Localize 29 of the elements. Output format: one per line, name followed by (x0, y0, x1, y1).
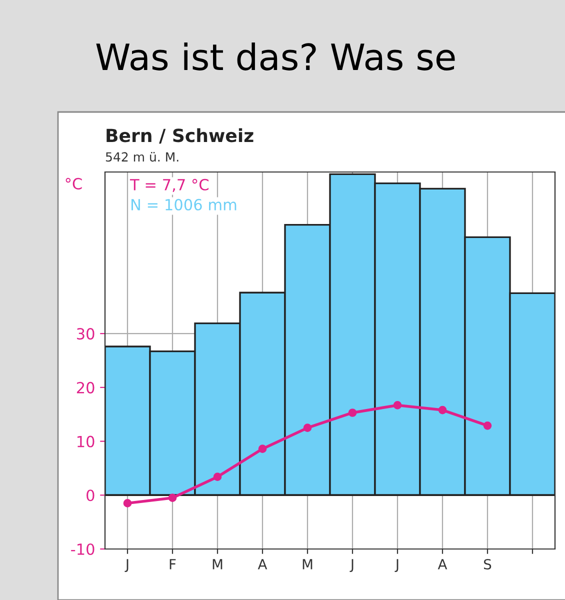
y-tick-label: 10 (78, 436, 94, 448)
point (303, 424, 312, 432)
point (213, 472, 222, 481)
point (123, 499, 132, 508)
x-tick-label: J (124, 559, 128, 572)
x-tick-label: A (258, 559, 268, 570)
chart-title: Was ist das? Was se (96, 42, 455, 70)
y-tick-label: 0 (86, 490, 94, 502)
point (483, 422, 492, 430)
y-tick-label: -10 (71, 543, 94, 556)
annotation: T = 7,7 °C (130, 178, 208, 192)
point (393, 401, 402, 410)
text: 542 m ü. M. (106, 152, 178, 162)
y-tick-label: 20 (76, 382, 94, 394)
annotation: N = 1006 mm (132, 198, 236, 210)
point (438, 406, 447, 414)
x-tick-label: J (350, 559, 354, 572)
x-tick-label: S (484, 558, 492, 570)
x-tick-label: M (302, 559, 312, 570)
text: Bern / Schweiz (106, 128, 254, 144)
x-tick-label: J (394, 559, 398, 572)
point (258, 444, 267, 453)
x-tick-label: M (212, 559, 222, 570)
y-tick-label: 30 (77, 328, 94, 340)
y-axis-title: °C (66, 178, 82, 190)
x-tick-label: F (170, 559, 176, 570)
x-tick-label: A (438, 559, 448, 570)
point (348, 408, 357, 417)
point (168, 494, 177, 502)
